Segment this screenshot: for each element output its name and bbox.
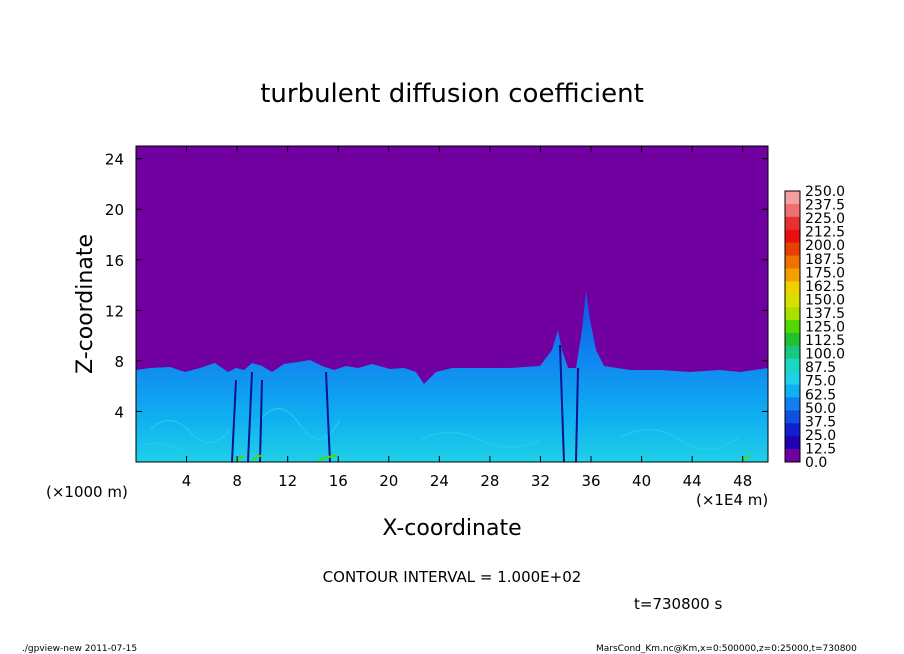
colorbar-label: 37.5 [805,414,836,430]
colorbar-label: 200.0 [805,238,845,254]
y-tick-label: 20 [105,201,124,219]
colorbar-swatch [785,384,800,398]
colorbar-label: 212.5 [805,225,845,241]
footer-left: ./gpview-new 2011-07-15 [22,644,137,654]
x-axis: 4 8 12 16 20 24 28 32 36 40 44 48 [182,146,752,490]
colorbar-label: 100.0 [805,347,845,363]
y-tick-label: 16 [105,252,124,270]
colorbar-label: 50.0 [805,401,836,417]
colorbar-swatch [785,332,800,347]
colorbar-label: 187.5 [805,252,845,268]
colorbar-swatch [785,242,800,256]
colorbar-label: 62.5 [805,387,836,403]
x-tick-label: 16 [329,472,348,490]
x-tick-label: 40 [632,472,651,490]
x-tick-label: 36 [581,472,600,490]
x-tick-label: 8 [232,472,242,490]
colorbar-label: 87.5 [805,360,836,376]
x-tick-label: 28 [480,472,499,490]
colorbar-swatch [785,307,800,321]
vertical-plumes [231,344,579,462]
colorbar-label: 0.0 [805,455,827,471]
y-axis-label: Z-coordinate [73,234,98,374]
x-tick-label: 24 [430,472,449,490]
colorbar-swatch [785,449,800,463]
colorbar-swatch [785,191,800,205]
colorbar-swatch [785,423,800,437]
y-unit-label: (×1000 m) [46,483,128,501]
time-label: t=730800 s [634,595,722,613]
colorbar-label: 12.5 [805,441,836,457]
x-unit-label: (×1E4 m) [696,491,768,509]
colorbar-swatch [785,345,800,360]
turbulent-eddies [139,408,741,451]
chart-title: turbulent diffusion coefficient [260,79,644,109]
colorbar-label: 112.5 [805,333,845,349]
colorbar-label: 125.0 [805,320,845,336]
y-axis: 4 8 12 16 20 24 [105,151,768,421]
colorbar-label: 25.0 [805,428,836,444]
surface-highs [235,454,751,461]
colorbar: 250.0237.5225.0212.5200.0187.5175.0162.5… [784,184,845,471]
colorbar-swatch [785,255,800,269]
y-tick-label: 8 [114,353,124,371]
x-tick-label: 12 [278,472,297,490]
colorbar-swatch [785,216,800,231]
colorbar-label: 162.5 [805,279,845,295]
x-tick-label: 4 [182,472,192,490]
colorbar-swatch [785,229,800,243]
x-tick-label: 44 [683,472,702,490]
colorbar-swatch [785,281,800,295]
colorbar-swatch [785,436,800,450]
plot-area [136,146,768,462]
colorbar-label: 137.5 [805,306,845,322]
colorbar-label: 237.5 [805,198,845,214]
colorbar-frame [784,190,801,463]
x-tick-label: 20 [379,472,398,490]
colorbar-label: 150.0 [805,292,845,308]
colorbar-swatch [785,268,800,282]
y-tick-label: 24 [105,151,124,169]
colorbar-swatch [785,358,800,372]
boundary-layer [136,290,768,462]
colorbar-swatch [785,371,800,385]
plot-frame [135,145,769,463]
footer-right: MarsCond_Km.nc@Km,x=0:500000,z=0:25000,t… [596,644,857,654]
colorbar-label: 75.0 [805,374,836,390]
x-tick-label: 48 [733,472,752,490]
x-axis-label: X-coordinate [382,516,521,541]
y-tick-label: 12 [105,302,124,320]
x-tick-label: 32 [531,472,550,490]
colorbar-swatch [785,203,800,218]
y-tick-label: 4 [114,403,124,421]
colorbar-label: 225.0 [805,211,845,227]
contour-interval: CONTOUR INTERVAL = 1.000E+02 [323,568,582,586]
colorbar-swatch [785,410,800,424]
colorbar-label: 250.0 [805,184,845,200]
colorbar-swatch [785,320,800,334]
colorbar-label: 175.0 [805,265,845,281]
colorbar-swatch [785,294,800,308]
colorbar-swatch [785,397,800,411]
